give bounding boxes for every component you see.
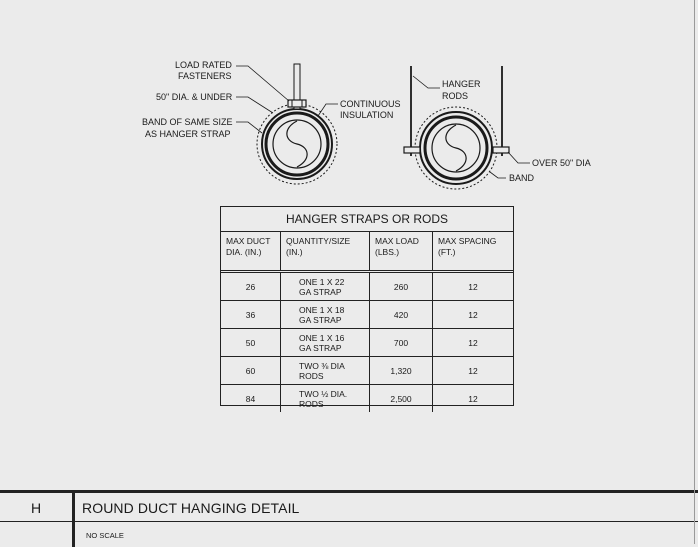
header-max-duct: MAX DUCT DIA. (IN.)	[221, 232, 281, 270]
callout-labels: LOAD RATED FASTENERS 50" DIA. & UNDER BA…	[142, 60, 591, 183]
size-line-1: TWO ½ DIA.	[299, 388, 348, 399]
band-ear-left	[403, 146, 421, 154]
callout-continuous-1: CONTINUOUS	[340, 99, 401, 109]
table-header-row: MAX DUCT DIA. (IN.) QUANTITY/SIZE (IN.) …	[221, 232, 513, 273]
cell-load: 420	[370, 301, 433, 328]
callout-hanger-1: HANGER	[442, 79, 481, 89]
size-line-2: GA STRAP	[299, 342, 342, 353]
size-line-1: ONE 1 X 22	[299, 276, 345, 287]
cell-dia: 26	[221, 273, 281, 300]
cell-dia: 50	[221, 329, 281, 356]
leader-over-50	[507, 151, 530, 164]
header-label: MAX DUCT	[226, 236, 271, 246]
duct-s-curve-left	[286, 120, 308, 168]
header-label: (IN.)	[286, 247, 303, 257]
cell-load: 1,320	[370, 357, 433, 384]
duct-outer-left	[264, 111, 330, 177]
table-row: 26 ONE 1 X 22 GA STRAP 260 12	[221, 273, 513, 301]
header-label: MAX SPACING	[438, 236, 497, 246]
size-line-2: RODS	[299, 398, 324, 409]
header-label: (LBS.)	[375, 247, 400, 257]
callout-continuous-2: INSULATION	[340, 110, 393, 120]
fastener-left	[287, 99, 307, 108]
callout-band-same-1: BAND OF SAME SIZE	[142, 117, 233, 127]
title-block-rule	[0, 521, 698, 522]
callout-over-50: OVER 50" DIA	[532, 158, 591, 168]
header-label: MAX LOAD	[375, 236, 419, 246]
cell-size: TWO ⅜ DIA RODS	[281, 357, 370, 384]
size-line-2: GA STRAP	[299, 286, 342, 297]
title-block-divider	[72, 493, 75, 547]
table-row: 60 TWO ⅜ DIA RODS 1,320 12	[221, 357, 513, 385]
duct-outer-right	[423, 115, 489, 181]
size-line-1: ONE 1 X 18	[299, 304, 345, 315]
cell-load: 700	[370, 329, 433, 356]
leader-load-rated	[236, 65, 290, 102]
hanger-drawing: LOAD RATED FASTENERS 50" DIA. & UNDER BA…	[142, 60, 591, 190]
callout-dia-under: 50" DIA. & UNDER	[156, 92, 233, 102]
table-row: 36 ONE 1 X 18 GA STRAP 420 12	[221, 301, 513, 329]
duct-inner-right	[431, 123, 481, 173]
cell-spacing: 12	[468, 365, 478, 376]
size-line-1: TWO ⅜ DIA	[299, 360, 345, 371]
leader-band-same	[236, 121, 263, 134]
callout-band: BAND	[509, 173, 535, 183]
cell-size: ONE 1 X 18 GA STRAP	[281, 301, 370, 328]
detail-scale: NO SCALE	[86, 531, 124, 540]
cell-spacing: 12	[468, 393, 478, 404]
cell-dia: 60	[221, 357, 281, 384]
cell-size: ONE 1 X 22 GA STRAP	[281, 273, 370, 300]
size-line-1: ONE 1 X 16	[299, 332, 345, 343]
cell-size: TWO ½ DIA. RODS	[281, 385, 370, 412]
duct-s-curve-right	[445, 124, 467, 172]
hanger-strap-left	[293, 63, 301, 110]
detail-title: ROUND DUCT HANGING DETAIL	[82, 500, 300, 516]
strap-hanger-detail	[236, 63, 338, 185]
cell-dia: 36	[221, 301, 281, 328]
leader-band	[489, 171, 506, 179]
cell-dia: 84	[221, 385, 281, 412]
leader-hanger-rods	[412, 75, 440, 89]
detail-letter: H	[30, 500, 42, 516]
callout-band-same-2: AS HANGER STRAP	[145, 129, 231, 139]
cell-size: ONE 1 X 16 GA STRAP	[281, 329, 370, 356]
header-max-load: MAX LOAD (LBS.)	[370, 232, 433, 270]
table-row: 50 ONE 1 X 16 GA STRAP 700 12	[221, 329, 513, 357]
header-max-spacing: MAX SPACING (FT.)	[433, 232, 513, 270]
table-title: HANGER STRAPS OR RODS	[221, 207, 513, 232]
callout-load-rated-1: LOAD RATED	[175, 60, 232, 70]
leader-insulation	[317, 103, 338, 117]
size-line-2: GA STRAP	[299, 314, 342, 325]
title-block: H ROUND DUCT HANGING DETAIL NO SCALE	[0, 490, 698, 547]
rod-hanger-detail	[403, 66, 530, 190]
cell-spacing: 12	[468, 309, 478, 320]
header-label: (FT.)	[438, 247, 456, 257]
callout-hanger-2: RODS	[442, 91, 468, 101]
size-line-2: RODS	[299, 370, 324, 381]
cell-load: 260	[370, 273, 433, 300]
header-quantity-size: QUANTITY/SIZE (IN.)	[281, 232, 370, 270]
sheet-border	[694, 0, 695, 544]
header-label: DIA. (IN.)	[226, 247, 262, 257]
cell-load: 2,500	[370, 385, 433, 412]
header-label: QUANTITY/SIZE	[286, 236, 351, 246]
leader-dia-under	[236, 96, 274, 114]
hanger-straps-table: HANGER STRAPS OR RODS MAX DUCT DIA. (IN.…	[220, 206, 514, 412]
band-ear-right	[492, 146, 510, 154]
table-row: 84 TWO ½ DIA. RODS 2,500 12	[221, 385, 513, 412]
duct-inner-left	[272, 119, 322, 169]
callout-load-rated-2: FASTENERS	[178, 71, 232, 81]
cell-spacing: 12	[468, 337, 478, 348]
cell-spacing: 12	[468, 281, 478, 292]
